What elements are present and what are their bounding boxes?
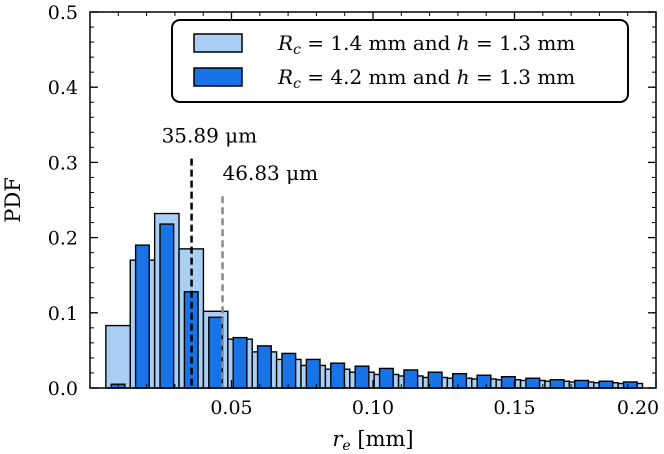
annotation-label-1: 35.89 μm [162,124,258,148]
legend-label-series-2: Rc = 4.2 mm and h = 1.3 mm [277,65,575,92]
y-tick-label: 0.5 [48,2,78,24]
y-axis-label: PDF [1,177,25,223]
bar-series-2-bin-15 [452,373,468,389]
ticks-layer: 0.05 0.10 0.15 0.20 0.0 0.1 0.2 0.3 0.4 0.5 [48,2,659,419]
x-tick-label: 0.20 [617,397,659,419]
annotation-label-2: 46.83 μm [223,161,319,185]
bar-series-2-bin-16 [476,374,492,389]
bar-series-2-bin-6 [232,336,248,389]
bar-series-2-bin-9 [305,358,321,389]
bar-series-2-bin-22 [622,381,638,389]
x-tick-label: 0.10 [352,397,394,419]
bar-series-2-bin-10 [330,362,346,389]
legend-box [171,19,629,103]
y-tick-label: 0.1 [48,303,78,325]
bar-series-2-bin-7 [256,345,272,389]
legend: Rc = 1.4 mm and h = 1.3 mm Rc = 4.2 mm a… [171,19,629,103]
bar-series-2-bin-20 [574,379,590,389]
x-tick-label: 0.05 [210,397,252,419]
bar-series-2-bin-8 [281,352,297,389]
y-tick-label: 0.3 [48,152,78,174]
annotation-layer: 35.89 μm 46.83 μm [162,124,319,388]
y-tick-label: 0.0 [48,378,78,400]
bars-layer [105,212,644,389]
y-tick-label: 0.2 [48,228,78,250]
legend-swatch-series-1 [193,33,243,53]
legend-swatch-series-2 [193,67,243,87]
bar-series-2-bin-19 [549,379,565,389]
bar-series-2-bin-3 [159,223,175,389]
bar-series-2-bin-5 [208,316,224,389]
bar-series-2-bin-11 [354,365,370,389]
bar-series-2-bin-13 [403,369,419,389]
x-tick-label: 0.15 [493,397,535,419]
y-tick-label: 0.4 [48,77,78,99]
bar-series-1-bin-1 [105,324,131,389]
bar-series-2-bin-21 [598,380,614,389]
bar-series-2-bin-17 [500,376,516,389]
x-axis-label: re [mm] [332,427,413,454]
bar-series-2-bin-2 [134,244,150,389]
bar-series-2-bin-12 [378,367,394,389]
bar-series-2-bin-14 [427,371,443,389]
legend-label-series-1: Rc = 1.4 mm and h = 1.3 mm [277,31,575,58]
bar-series-2-bin-18 [525,377,541,389]
